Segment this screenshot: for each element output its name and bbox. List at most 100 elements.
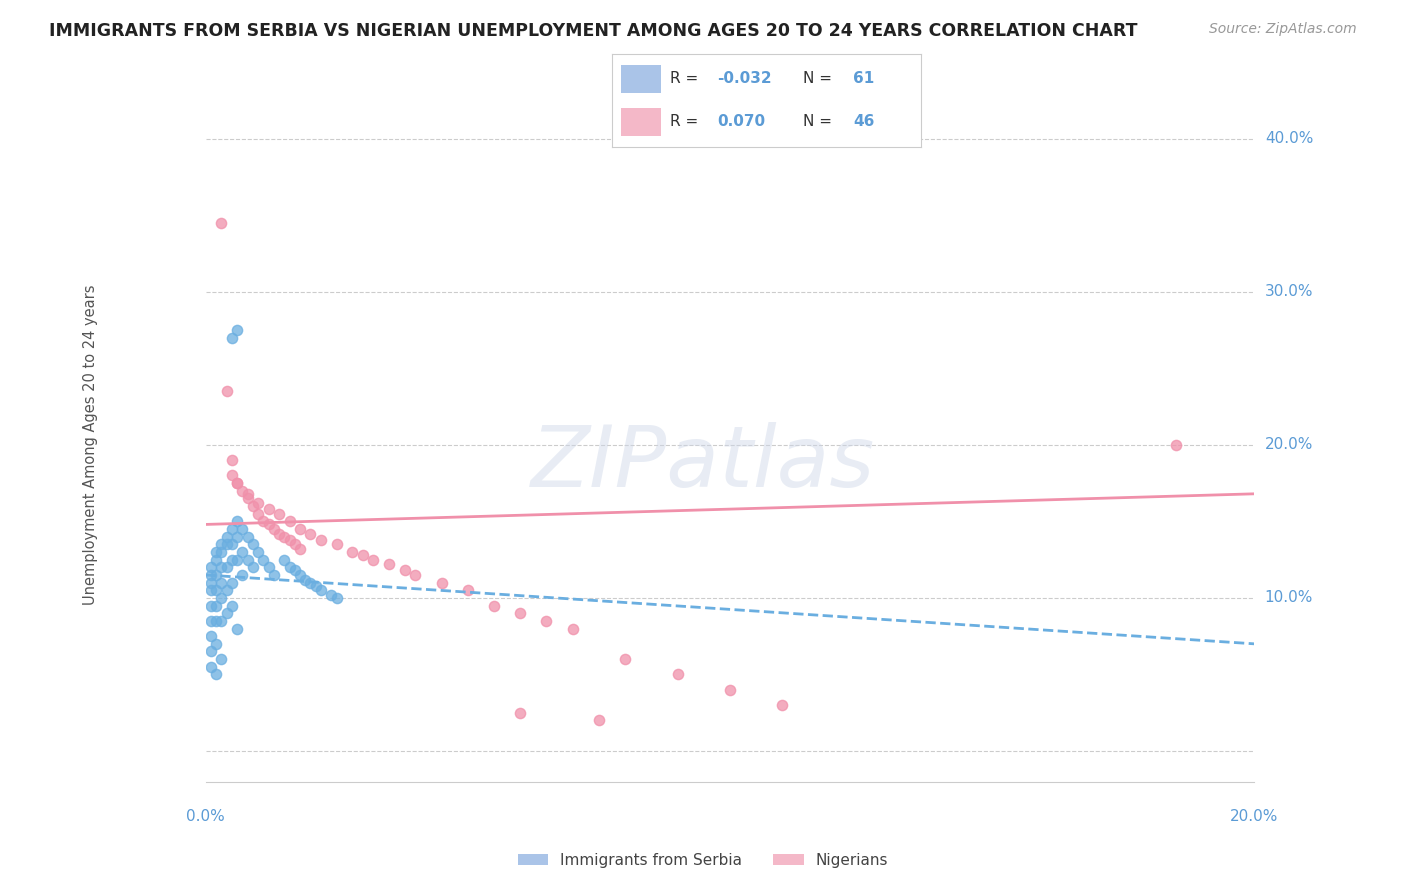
Point (226, 476, 249, 491)
Point (221, 575, 243, 590)
Point (231, 568, 253, 582)
Point (263, 522, 285, 536)
Point (236, 552, 259, 566)
Text: Unemployment Among Ages 20 to 24 years: Unemployment Among Ages 20 to 24 years (83, 285, 98, 605)
Point (284, 537, 307, 551)
Point (200, 629, 222, 643)
Point (252, 552, 274, 566)
Point (457, 583, 479, 598)
Point (215, 606, 238, 620)
Point (226, 323, 249, 337)
Text: N =: N = (803, 71, 837, 87)
Point (273, 552, 295, 566)
Point (205, 568, 228, 582)
Text: ZIPatlas: ZIPatlas (531, 422, 875, 506)
Legend: Immigrants from Serbia, Nigerians: Immigrants from Serbia, Nigerians (512, 847, 894, 873)
Point (1164, 438, 1187, 452)
Point (200, 614, 222, 628)
Text: 30.0%: 30.0% (1265, 285, 1313, 299)
Point (209, 614, 232, 628)
Point (209, 591, 232, 605)
Point (209, 545, 232, 559)
Point (236, 530, 259, 544)
Point (404, 568, 426, 582)
Text: 61: 61 (853, 71, 875, 87)
Point (247, 545, 270, 559)
Point (226, 514, 249, 528)
Text: 20.0%: 20.0% (1265, 437, 1313, 452)
Point (321, 588, 343, 602)
Text: 40.0%: 40.0% (1265, 131, 1313, 146)
Point (242, 560, 264, 574)
Point (309, 583, 332, 598)
Point (200, 583, 222, 598)
Point (257, 502, 280, 516)
Point (561, 622, 583, 636)
Point (273, 530, 295, 544)
Point (242, 499, 264, 513)
Point (205, 545, 228, 559)
Point (231, 522, 253, 536)
Text: R =: R = (671, 114, 703, 129)
Point (226, 530, 249, 544)
Point (278, 560, 301, 574)
Point (200, 660, 222, 674)
Point (221, 468, 243, 483)
Point (718, 682, 741, 697)
Point (267, 507, 290, 521)
Point (378, 558, 401, 572)
Point (205, 667, 228, 681)
Point (205, 599, 228, 613)
Point (226, 476, 249, 491)
Text: -0.032: -0.032 (717, 71, 772, 87)
Point (325, 537, 347, 551)
Point (257, 517, 280, 532)
Point (200, 560, 222, 574)
Text: IMMIGRANTS FROM SERBIA VS NIGERIAN UNEMPLOYMENT AMONG AGES 20 TO 24 YEARS CORREL: IMMIGRANTS FROM SERBIA VS NIGERIAN UNEMP… (49, 22, 1137, 40)
Point (309, 533, 332, 547)
Point (305, 579, 328, 593)
Point (215, 530, 238, 544)
Point (205, 552, 228, 566)
Point (221, 453, 243, 467)
Point (363, 552, 385, 566)
Point (209, 216, 232, 230)
Point (299, 526, 322, 541)
Point (209, 537, 232, 551)
Point (231, 483, 253, 498)
Point (236, 487, 259, 501)
Point (200, 599, 222, 613)
Point (209, 560, 232, 574)
Point (226, 552, 249, 566)
Point (221, 537, 243, 551)
Point (215, 384, 238, 399)
Point (278, 514, 301, 528)
Text: R =: R = (671, 71, 703, 87)
Point (263, 568, 285, 582)
Bar (621, 65, 661, 93)
Point (288, 541, 311, 556)
Point (231, 545, 253, 559)
Point (205, 583, 228, 598)
Point (588, 714, 610, 728)
Point (226, 622, 249, 636)
Point (209, 575, 232, 590)
Point (430, 575, 453, 590)
Point (257, 560, 280, 574)
Point (614, 652, 637, 666)
Point (325, 591, 347, 605)
Point (288, 568, 311, 582)
Point (770, 698, 793, 712)
Point (342, 545, 364, 559)
Point (536, 614, 558, 628)
Point (288, 522, 311, 536)
Point (284, 563, 307, 577)
Point (200, 644, 222, 658)
Point (247, 496, 270, 510)
Point (267, 526, 290, 541)
Point (221, 522, 243, 536)
Point (352, 548, 374, 562)
Point (221, 331, 243, 345)
Point (209, 652, 232, 666)
Point (394, 563, 416, 577)
